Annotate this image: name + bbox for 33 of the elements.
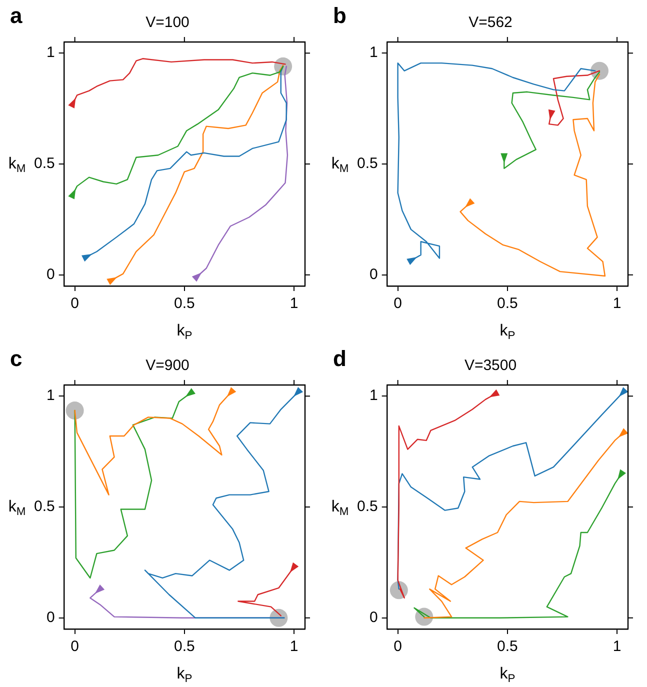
x-tick-label: 0 [70,295,79,312]
y-tick-label: 0.5 [356,155,378,172]
x-tick-label: 0 [70,638,79,656]
y-tick-label: 0 [370,266,378,284]
y-tick-label: 0.5 [34,155,55,172]
x-tick-label: 0.5 [496,295,518,312]
y-tick-label: 0.5 [34,498,55,516]
y-tick-label: 0 [46,609,55,626]
chart-title: V=100 [146,14,190,32]
text: b [333,3,346,28]
x-tick-label: 0.5 [174,295,195,312]
point [66,402,84,420]
x-tick-label: 1 [612,638,622,656]
y-tick-label: 1 [370,387,378,404]
text: c [10,346,22,372]
x-tick-label: 0 [394,295,402,312]
x-tick-label: 1 [290,295,298,312]
x-tick-label: 0 [394,638,402,656]
y-tick-label: 0 [370,609,378,626]
y-tick-label: 1 [370,44,378,62]
y-tick-label: 1 [46,44,55,62]
x-tick-label: 0.5 [496,638,518,656]
x-tick-label: 1 [612,295,622,312]
y-tick-label: 0 [46,266,55,284]
chart-title: V=900 [146,357,190,374]
x-tick-label: 1 [290,638,298,656]
chart-title: V=562 [468,14,512,32]
text: a [10,3,23,28]
x-tick-label: 0.5 [174,638,195,656]
text: d [333,346,346,372]
y-tick-label: 0.5 [356,498,378,516]
y-tick-label: 1 [46,387,55,404]
chart-title: V=3500 [464,357,517,374]
